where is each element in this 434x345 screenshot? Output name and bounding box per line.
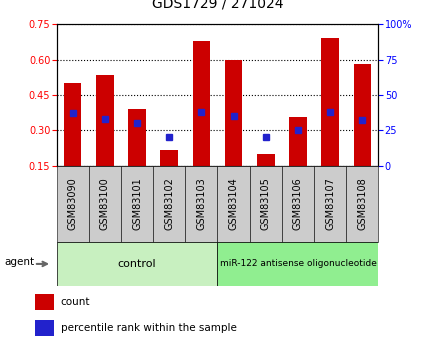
Text: GSM83106: GSM83106 — [293, 177, 302, 230]
FancyBboxPatch shape — [217, 241, 378, 286]
FancyBboxPatch shape — [217, 166, 249, 242]
Text: GDS1729 / 271024: GDS1729 / 271024 — [151, 0, 283, 10]
Bar — [224, 59, 242, 166]
FancyBboxPatch shape — [153, 166, 185, 242]
FancyBboxPatch shape — [345, 166, 378, 242]
Text: control: control — [118, 259, 156, 269]
FancyBboxPatch shape — [89, 166, 121, 242]
Bar — [192, 41, 210, 166]
Bar — [128, 109, 145, 166]
Text: GSM83108: GSM83108 — [357, 177, 366, 230]
FancyBboxPatch shape — [185, 166, 217, 242]
Text: GSM83103: GSM83103 — [196, 177, 206, 230]
Text: GSM83104: GSM83104 — [228, 177, 238, 230]
Bar — [35, 294, 53, 310]
Text: GSM83105: GSM83105 — [260, 177, 270, 230]
FancyBboxPatch shape — [249, 166, 281, 242]
Bar — [160, 150, 178, 166]
FancyBboxPatch shape — [313, 166, 345, 242]
Bar — [96, 75, 113, 166]
Text: count: count — [60, 297, 90, 307]
Bar — [256, 154, 274, 166]
Bar — [321, 38, 338, 166]
Text: percentile rank within the sample: percentile rank within the sample — [60, 323, 236, 333]
FancyBboxPatch shape — [56, 241, 217, 286]
Bar — [35, 320, 53, 336]
Text: GSM83101: GSM83101 — [132, 177, 141, 230]
Bar — [64, 83, 81, 166]
Text: GSM83102: GSM83102 — [164, 177, 174, 230]
Text: GSM83107: GSM83107 — [325, 177, 334, 230]
FancyBboxPatch shape — [281, 166, 313, 242]
Text: GSM83090: GSM83090 — [68, 177, 77, 230]
Text: miR-122 antisense oligonucleotide: miR-122 antisense oligonucleotide — [219, 259, 375, 268]
Text: GSM83100: GSM83100 — [100, 177, 109, 230]
Bar — [289, 117, 306, 166]
Text: agent: agent — [4, 257, 35, 267]
Bar — [353, 64, 370, 166]
FancyBboxPatch shape — [56, 166, 89, 242]
FancyBboxPatch shape — [121, 166, 153, 242]
